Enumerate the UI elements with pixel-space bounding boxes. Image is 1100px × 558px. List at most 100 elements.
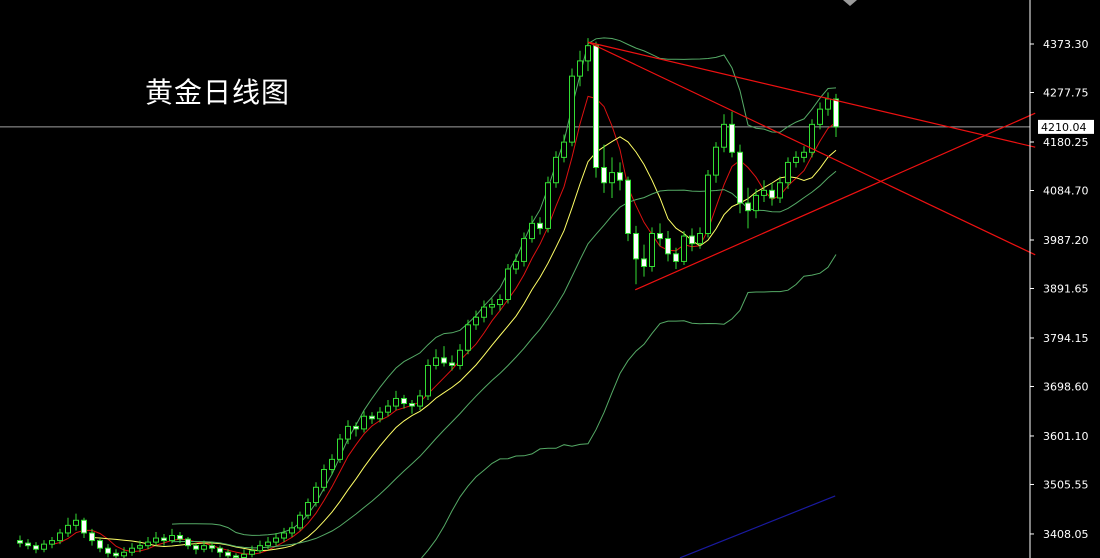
candle-body [369,415,375,420]
candle [625,176,631,242]
candle-body [217,547,223,553]
candle [265,537,271,550]
trendline[interactable] [634,112,1036,291]
trendlines [587,41,1036,558]
candle-body [473,316,479,326]
candle [553,151,559,188]
candle [41,540,47,553]
candle-body [561,141,567,158]
candle-body [281,532,287,539]
candle [433,349,439,370]
candle [49,537,55,549]
candle-body [233,555,239,558]
candle [401,394,407,409]
candle-body [177,535,183,540]
candle-body [329,458,335,471]
candle-body [457,349,463,366]
y-tick-label: 4277.75 [1043,87,1089,100]
candle-body [321,469,327,488]
candle [169,528,175,544]
candle-body [633,232,639,260]
candle [73,513,79,531]
ma-10-line [91,136,837,552]
chart-shift-marker-icon[interactable] [843,0,857,6]
candle [601,144,607,193]
candle-body [737,151,743,204]
candle [57,528,63,545]
candle-body [97,540,103,549]
candle-body [825,98,831,110]
candle-body [497,298,503,306]
candle-body [689,235,695,245]
candle-body [89,532,95,542]
candle [281,527,287,543]
candle-body [161,537,167,542]
candle [473,310,479,330]
candle-body [769,189,775,199]
candle [593,41,599,178]
y-tick-label: 3601.10 [1043,430,1089,443]
candle [361,411,367,433]
candle [425,359,431,400]
candle-body [721,123,727,148]
candle-body [265,541,271,547]
candle [33,542,39,554]
candle [761,180,767,203]
bollinger-lower-line [421,254,837,558]
candle-body [801,151,807,158]
candle [273,532,279,546]
candle [441,346,447,367]
candle [657,223,663,247]
candle-body [593,45,599,169]
candle-body [393,397,399,407]
candle [465,319,471,355]
candle-body [313,486,319,504]
trendline[interactable] [587,41,1036,256]
candle-body [137,545,143,549]
candle [329,454,335,475]
candle-body [465,324,471,351]
candle-body [353,425,359,430]
candle-body [433,357,439,366]
candle-body [553,156,559,184]
candle-body [809,123,815,153]
candle-body [657,232,663,240]
candle [833,93,839,138]
candle [689,228,695,252]
candle [233,553,239,558]
candle [113,549,119,558]
candle-body [25,542,31,547]
price-axis: 4373.30 4277.75 4180.25 4084.70 3987.20 3891.… [1029,0,1094,558]
candle-body [625,179,631,234]
candle-body [585,45,591,62]
candle [513,253,519,275]
candle [457,344,463,370]
y-tick-label: 3408.05 [1043,528,1089,541]
y-tick-label: 3987.20 [1043,234,1089,247]
y-tick-label: 3891.65 [1043,282,1089,295]
candle [185,537,191,550]
candle [505,263,511,304]
candle-body [833,98,839,128]
candle-body [385,405,391,413]
candle-body [425,364,431,397]
candle-body [377,411,383,420]
candle [769,182,775,206]
candle [649,227,655,272]
candle-body [761,189,767,196]
candle-body [449,362,455,366]
candle-body [705,174,711,234]
candle-body [601,167,607,184]
candle-body [697,232,703,245]
trendline[interactable] [679,495,836,558]
candles [17,38,839,558]
candle [521,232,527,267]
candle [137,540,143,553]
candle-body [545,182,551,229]
candle-body [33,545,39,550]
candle-body [665,238,671,255]
candle [385,399,391,417]
trendline[interactable] [587,41,1036,148]
candle-body [209,545,215,549]
